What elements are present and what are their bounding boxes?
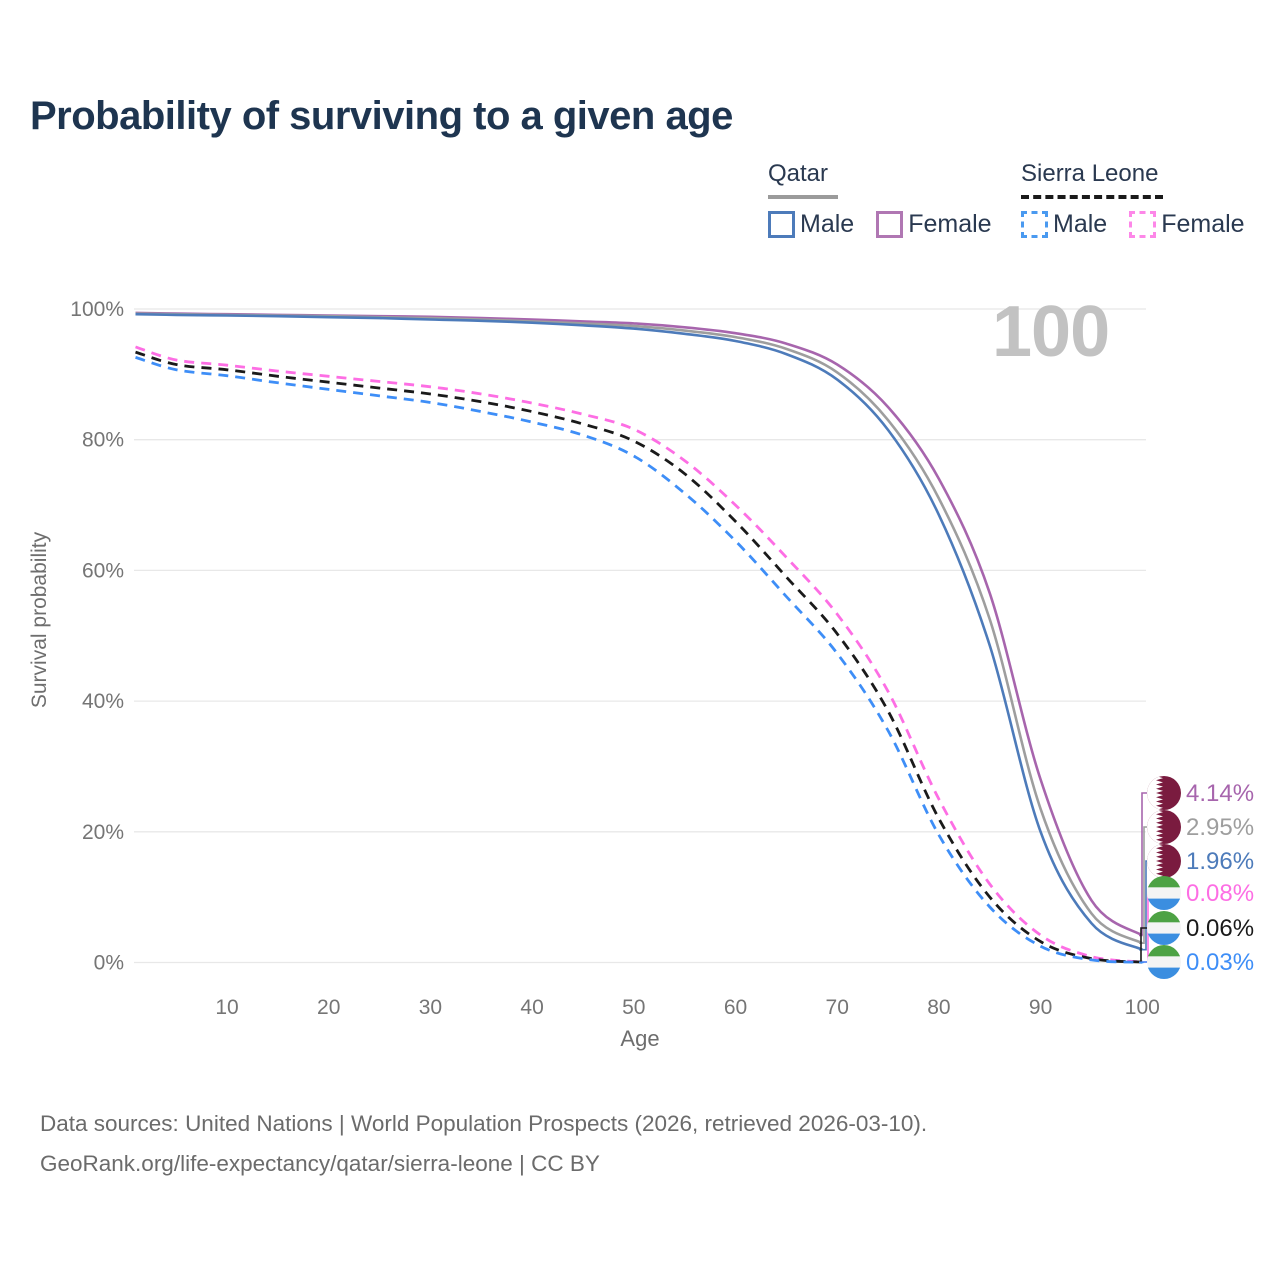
legend-label-qatar-female: Female xyxy=(908,210,992,238)
y-tick-label: 20% xyxy=(82,821,124,844)
curve-sierra-leone-male[interactable] xyxy=(135,356,1143,964)
y-tick-label: 80% xyxy=(82,429,124,452)
y-tick-label: 0% xyxy=(94,952,124,975)
qatar-flag-icon xyxy=(1147,810,1181,844)
qatar-flag-icon xyxy=(1147,776,1181,810)
x-tick-label: 50 xyxy=(622,996,645,1019)
end-label-qatar-male: 1.96% xyxy=(1186,848,1254,875)
legend-label-qatar-male: Male xyxy=(800,210,855,238)
sl-female-swatch-icon[interactable] xyxy=(1129,211,1157,238)
end-label-qatar-female: 4.14% xyxy=(1186,780,1254,807)
curve-sierra-leone-both-sexes[interactable] xyxy=(135,350,1143,964)
curve-sierra-leone-female[interactable] xyxy=(135,345,1143,964)
qatar-male-swatch-icon[interactable] xyxy=(768,211,795,238)
legend-item-qatar-male[interactable]: Male xyxy=(768,210,854,239)
curve-qatar-male[interactable] xyxy=(135,312,1143,951)
end-label-sierra-leone-female: 0.08% xyxy=(1186,880,1254,907)
sierra-leone-flag-icon xyxy=(1147,876,1181,910)
y-tick-label: 100% xyxy=(70,298,124,321)
y-tick-label: 40% xyxy=(82,690,124,713)
end-label-sierra-leone-male: 0.03% xyxy=(1186,949,1254,976)
age-watermark: 100 xyxy=(992,292,1110,372)
footer: Data sources: United Nations | World Pop… xyxy=(40,1104,927,1184)
legend-group-sierra-leone: Sierra Leone Male Female xyxy=(1021,160,1245,239)
legend-label-sl-female: Female xyxy=(1161,210,1245,238)
legend-underline-qatar xyxy=(768,195,838,199)
legend-group-qatar: Qatar Male Female xyxy=(768,160,992,239)
end-label-sierra-leone-both-sexes: 0.06% xyxy=(1186,915,1254,942)
x-tick-label: 80 xyxy=(927,996,950,1019)
sl-male-swatch-icon[interactable] xyxy=(1021,211,1048,238)
legend-label-sl-male: Male xyxy=(1053,210,1108,238)
x-tick-label: 10 xyxy=(215,996,238,1019)
sierra-leone-flag-icon xyxy=(1147,911,1181,945)
x-tick-label: 60 xyxy=(724,996,747,1019)
legend-underline-sierra-leone xyxy=(1021,195,1163,199)
x-tick-label: 100 xyxy=(1125,996,1160,1019)
x-tick-label: 70 xyxy=(826,996,849,1019)
x-tick-label: 40 xyxy=(520,996,543,1019)
y-tick-label: 60% xyxy=(82,559,124,582)
x-axis-title: Age xyxy=(620,1026,659,1051)
qatar-flag-icon xyxy=(1147,844,1181,878)
x-tick-label: 20 xyxy=(317,996,340,1019)
end-label-qatar-both-sexes: 2.95% xyxy=(1186,814,1254,841)
legend-country-qatar: Qatar xyxy=(768,160,829,187)
legend-country-sierra-leone: Sierra Leone xyxy=(1021,160,1159,187)
legend-item-sl-female[interactable]: Female xyxy=(1129,210,1245,239)
qatar-female-swatch-icon[interactable] xyxy=(876,211,904,238)
x-tick-label: 30 xyxy=(419,996,442,1019)
curve-qatar-both-sexes[interactable] xyxy=(135,312,1143,945)
sierra-leone-flag-icon xyxy=(1147,945,1181,979)
x-tick-label: 90 xyxy=(1029,996,1052,1019)
y-axis-title: Survival probability xyxy=(28,531,51,708)
footer-attribution: GeoRank.org/life-expectancy/qatar/sierra… xyxy=(40,1151,600,1176)
page-title: Probability of surviving to a given age xyxy=(30,94,733,138)
legend-item-qatar-female[interactable]: Female xyxy=(876,210,992,239)
footer-sources: Data sources: United Nations | World Pop… xyxy=(40,1111,928,1136)
legend-item-sl-male[interactable]: Male xyxy=(1021,210,1107,239)
